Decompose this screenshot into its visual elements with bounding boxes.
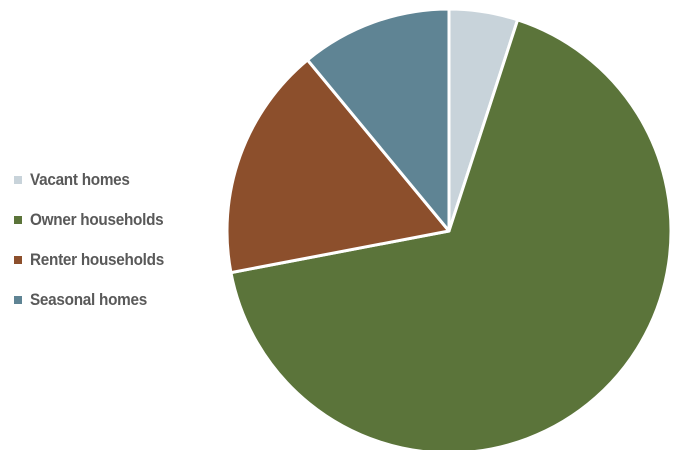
legend-swatch-vacant-homes (14, 176, 22, 184)
legend-item-seasonal-homes: Seasonal homes (14, 280, 179, 320)
legend-item-owner-households: Owner households (14, 200, 179, 240)
pie-slice-seasonal-homes (305, 7, 451, 233)
legend-label-seasonal-homes: Seasonal homes (30, 290, 147, 309)
chart-legend: Vacant homes Owner households Renter hou… (14, 160, 179, 320)
legend-label-vacant-homes: Vacant homes (30, 170, 130, 189)
legend-label-owner-households: Owner households (30, 210, 164, 229)
legend-swatch-renter-households (14, 256, 22, 264)
legend-swatch-owner-households (14, 216, 22, 224)
pie-slice-renter-households (225, 58, 451, 275)
legend-item-renter-households: Renter households (14, 240, 179, 280)
legend-swatch-seasonal-homes (14, 296, 22, 304)
legend-item-vacant-homes: Vacant homes (14, 160, 179, 200)
legend-label-renter-households: Renter households (30, 250, 164, 269)
pie-slice-owner-households (229, 18, 673, 455)
